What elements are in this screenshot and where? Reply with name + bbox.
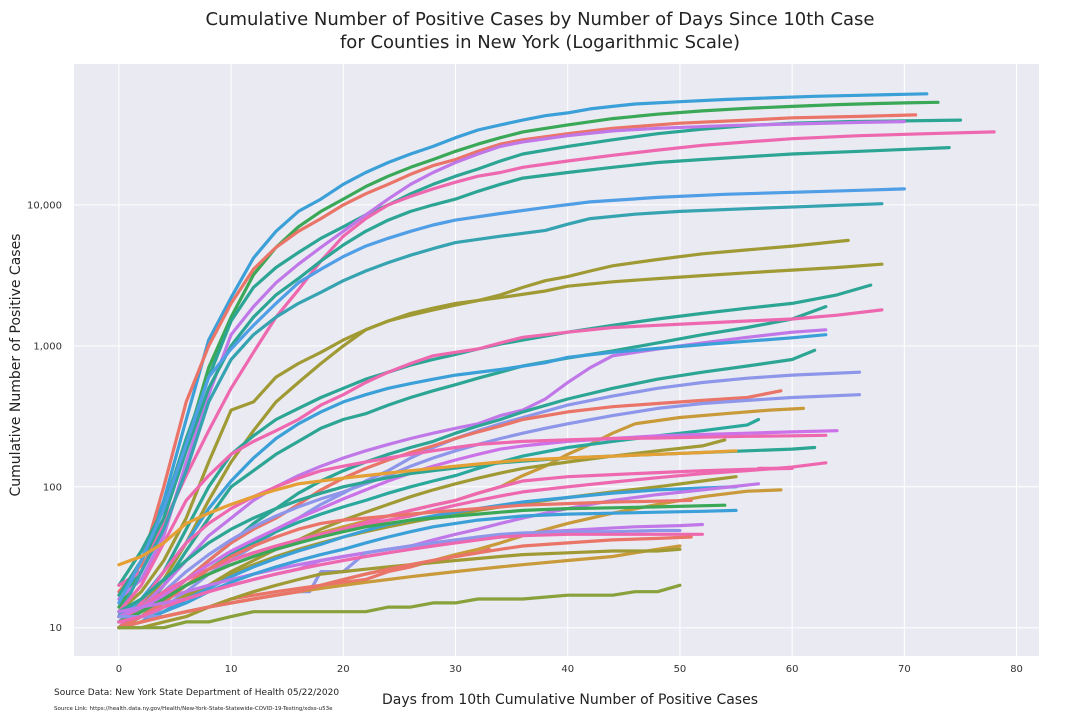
series-line-6 [117,130,996,587]
x-axis-label: Days from 10th Cumulative Number of Posi… [381,692,758,708]
series-line-4 [117,118,963,587]
series-line-5 [117,120,906,601]
series-line-16 [117,333,828,619]
series-line-44 [117,449,738,567]
x-tick-label: 80 [1010,664,1023,675]
series-line-30 [117,485,738,630]
y-tick-label: 10,000 [27,200,62,211]
series-lines [117,92,996,630]
x-tick-label: 30 [449,664,462,675]
y-tick-label: 10 [49,623,62,634]
series-line-35 [117,503,727,624]
series-line-3 [117,113,918,594]
series-line-10 [117,238,850,614]
x-tick-label: 50 [674,664,687,675]
series-line-7 [117,146,951,597]
series-line-8 [117,187,906,605]
series-line-11 [117,262,884,630]
series-line-24 [117,433,828,630]
series-line-2 [117,100,940,609]
x-tick-label: 70 [898,664,911,675]
series-line-14 [117,308,884,614]
series-line-38 [117,532,704,624]
x-tick-label: 0 [116,664,122,675]
series-line-19 [117,389,783,630]
chart-title-line-1: Cumulative Number of Positive Cases by N… [205,9,875,30]
chart-title-line-2: for Counties in New York (Logarithmic Sc… [339,32,741,53]
series-line-1 [117,92,929,619]
x-axis-ticks: 0 10 20 30 40 50 60 70 80 [116,664,1023,675]
series-line-41 [117,547,682,630]
series-line-43 [117,583,682,630]
source-link-text: Source Link: https://health.data.ny.gov/… [54,706,333,712]
y-axis-ticks: 10 100 1,000 10,000 [27,200,62,634]
series-line-20 [117,393,862,624]
source-data-text: Source Data: New York State Department o… [54,688,340,698]
x-tick-label: 10 [225,664,238,675]
series-line-9 [117,202,884,619]
y-axis-label: Cumulative Number of Positive Cases [8,233,24,497]
y-tick-label: 100 [43,482,62,493]
series-line-42 [117,547,491,630]
x-tick-label: 60 [786,664,799,675]
x-tick-label: 40 [561,664,574,675]
series-line-15 [117,328,828,624]
x-tick-label: 20 [337,664,350,675]
series-line-33 [117,498,693,630]
y-tick-label: 1,000 [33,341,62,352]
